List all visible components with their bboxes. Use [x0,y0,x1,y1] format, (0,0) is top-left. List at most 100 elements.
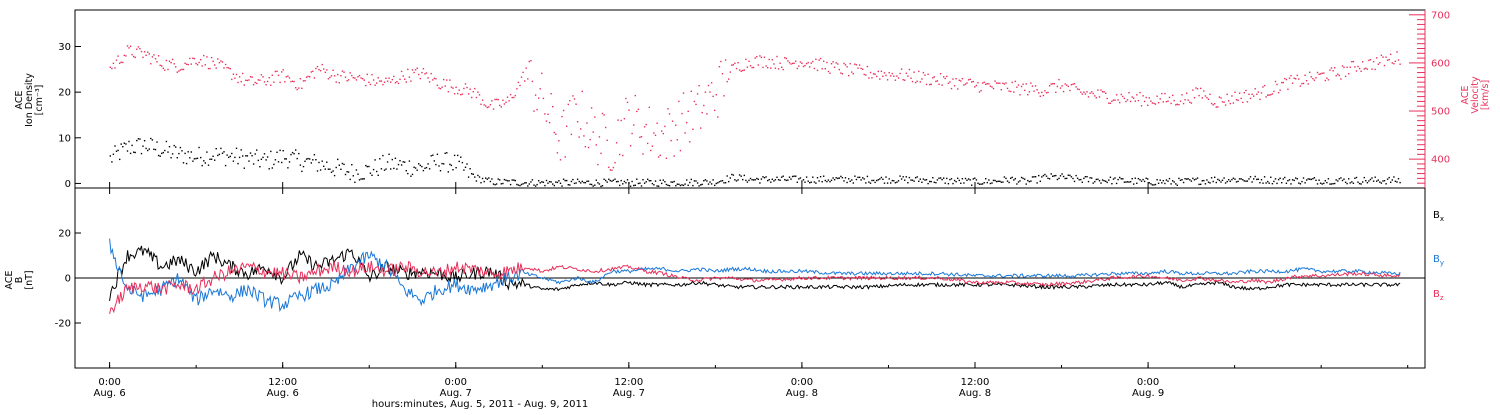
ion-density-point [478,176,481,178]
ion-density-point [967,178,970,180]
velocity-point [200,59,202,61]
velocity-point [690,90,692,92]
velocity-point [1003,83,1006,85]
velocity-point [1083,91,1085,93]
velocity-point [615,142,618,144]
ion-density-point [1142,178,1144,181]
ion-density-point [341,162,344,165]
ion-density-point [1385,183,1387,185]
ion-density-point [410,175,412,177]
velocity-point [282,69,284,71]
velocity-point [971,81,973,83]
ion-density-point [217,154,219,157]
ion-density-point [829,181,831,183]
ion-density-point [1075,174,1077,177]
velocity-point [731,64,733,66]
ion-density-point [868,181,870,183]
ion-density-point [452,169,454,171]
velocity-point [1019,94,1021,96]
velocity-point [533,110,535,112]
velocity-point [1242,101,1244,104]
ion-density-point [556,181,559,184]
velocity-point [1215,106,1217,108]
velocity-point [139,48,141,50]
legend-sub: z [1440,294,1444,302]
ion-density-point [372,168,375,171]
ion-density-point [678,183,680,185]
ion-density-point [126,150,129,152]
ion-density-point [939,177,942,179]
velocity-point [1159,98,1161,100]
ion-density-point [902,176,904,178]
velocity-point [762,66,764,69]
velocity-point [257,79,259,81]
ion-density-point [676,183,678,185]
ion-density-point [1098,180,1101,182]
velocity-point [643,126,646,128]
ion-density-point [919,178,921,180]
ion-density-point [1282,178,1284,180]
velocity-point [377,77,379,79]
ion-density-point [137,138,140,140]
ion-density-point [1257,178,1259,180]
ion-density-point [748,179,750,182]
velocity-point [975,84,978,87]
ion-density-point [1125,181,1127,183]
velocity-point [1036,89,1038,91]
panel-frames [74,9,1426,369]
velocity-point [791,62,794,65]
ion-density-point [645,181,647,183]
ion-density-point [1256,178,1258,181]
velocity-point [307,75,309,78]
velocity-point [1309,71,1311,73]
ion-density-point [1276,182,1278,185]
velocity-point [1204,95,1207,97]
velocity-point [665,157,668,159]
velocity-point [829,72,831,74]
velocity-point [1374,68,1376,71]
ion-density-point [1383,180,1386,182]
ion-density-point [801,180,803,182]
ion-density-point [656,185,658,187]
velocity-point [746,66,749,68]
velocity-point [376,82,378,84]
velocity-point [1257,91,1259,93]
ion-density-point [380,168,383,170]
series-by [109,238,1401,313]
velocity-point [385,77,387,79]
velocity-point [115,59,118,61]
velocity-point [351,74,353,77]
ion-density-point [1240,178,1242,180]
ion-density-point [271,167,273,169]
ion-density-point [639,182,641,184]
velocity-point [1270,94,1272,96]
ion-density-point [1207,181,1210,183]
ion-density-point [647,178,649,180]
ion-density-point [421,165,423,168]
ion-density-point [971,184,973,186]
ion-density-point [265,159,267,161]
velocity-point [346,80,348,82]
velocity-point [343,71,345,73]
velocity-point [246,79,249,82]
velocity-point [1396,51,1398,53]
velocity-point [561,115,563,118]
velocity-point [1200,87,1202,90]
velocity-point [161,65,163,67]
ion-density-point [1034,176,1037,178]
velocity-point [112,62,115,64]
velocity-point [712,95,714,98]
ion-density-point [742,178,744,181]
velocity-point [182,68,185,71]
velocity-point [902,79,904,81]
velocity-point [522,71,524,74]
ion-density-point [279,149,281,152]
ion-density-point [125,143,127,145]
velocity-point [1024,89,1026,92]
velocity-point [341,70,344,72]
velocity-point [259,79,261,81]
ion-density-point [481,177,484,180]
ion-density-point [1089,177,1091,179]
ion-density-point [1204,183,1207,185]
ion-density-point [972,178,974,180]
